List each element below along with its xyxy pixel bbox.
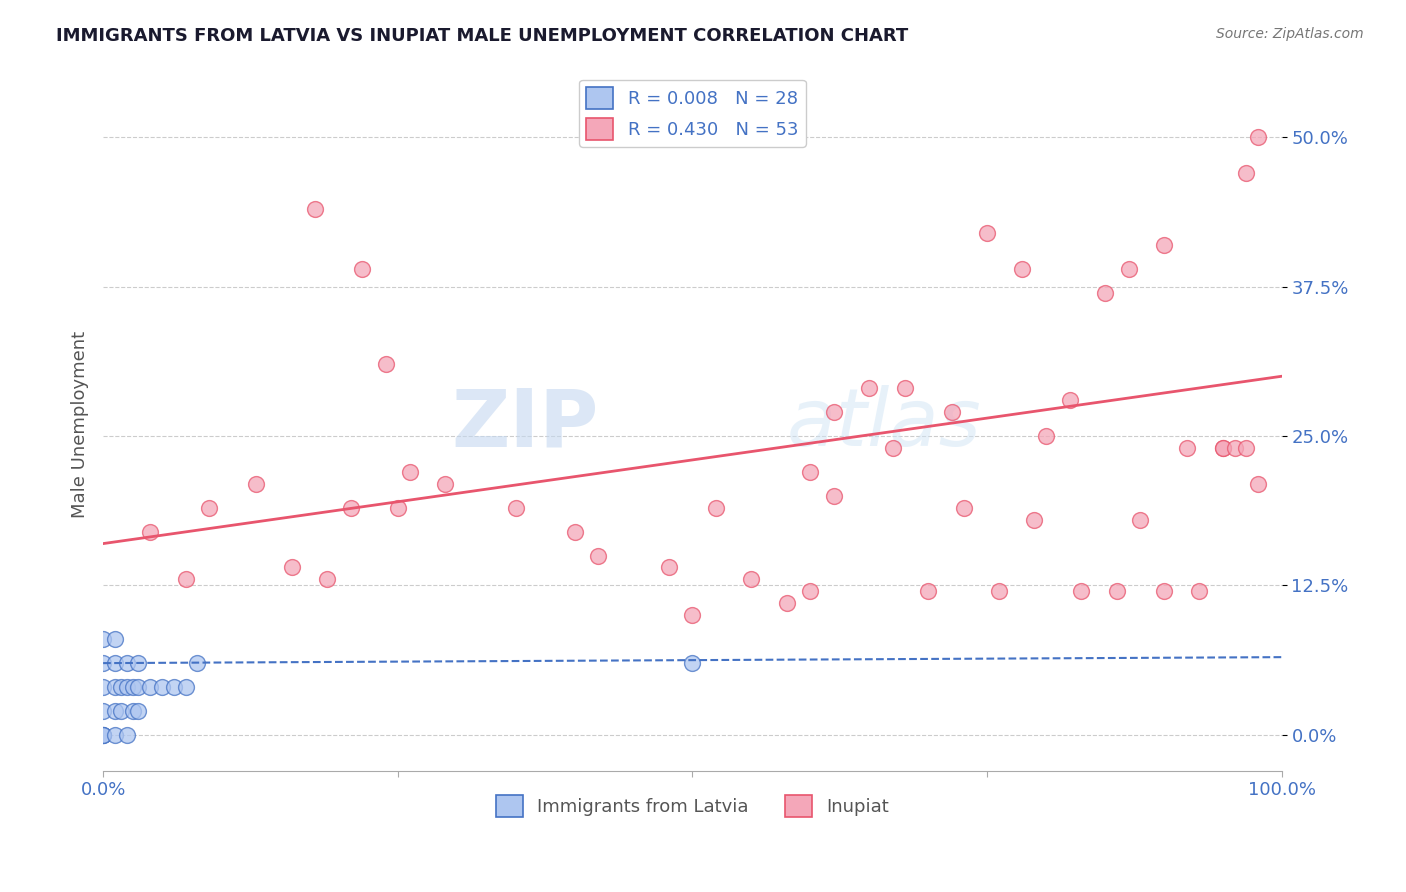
Point	[91, 728, 114, 742]
Point	[1035, 429, 1057, 443]
Point	[586, 549, 609, 563]
Text: Source: ZipAtlas.com: Source: ZipAtlas.com	[1216, 27, 1364, 41]
Point	[115, 680, 138, 694]
Point	[115, 656, 138, 670]
Point	[115, 728, 138, 742]
Point	[1059, 393, 1081, 408]
Point	[917, 584, 939, 599]
Text: IMMIGRANTS FROM LATVIA VS INUPIAT MALE UNEMPLOYMENT CORRELATION CHART: IMMIGRANTS FROM LATVIA VS INUPIAT MALE U…	[56, 27, 908, 45]
Point	[150, 680, 173, 694]
Point	[952, 500, 974, 515]
Text: ZIP: ZIP	[451, 385, 598, 463]
Point	[104, 704, 127, 718]
Point	[316, 573, 339, 587]
Point	[163, 680, 186, 694]
Point	[245, 476, 267, 491]
Point	[704, 500, 727, 515]
Point	[398, 465, 420, 479]
Point	[1234, 166, 1257, 180]
Point	[91, 656, 114, 670]
Point	[1177, 441, 1199, 455]
Point	[893, 381, 915, 395]
Y-axis label: Male Unemployment: Male Unemployment	[72, 331, 89, 517]
Point	[941, 405, 963, 419]
Point	[1223, 441, 1246, 455]
Point	[987, 584, 1010, 599]
Point	[1212, 441, 1234, 455]
Point	[1153, 237, 1175, 252]
Point	[564, 524, 586, 539]
Point	[1118, 261, 1140, 276]
Point	[1212, 441, 1234, 455]
Point	[139, 680, 162, 694]
Point	[882, 441, 904, 455]
Point	[1153, 584, 1175, 599]
Point	[91, 704, 114, 718]
Point	[127, 680, 149, 694]
Point	[823, 405, 845, 419]
Point	[1247, 130, 1270, 145]
Point	[433, 476, 456, 491]
Point	[186, 656, 208, 670]
Point	[352, 261, 374, 276]
Point	[1070, 584, 1092, 599]
Point	[104, 680, 127, 694]
Point	[280, 560, 302, 574]
Point	[1188, 584, 1211, 599]
Point	[91, 632, 114, 647]
Point	[858, 381, 880, 395]
Point	[658, 560, 681, 574]
Point	[776, 596, 799, 610]
Point	[104, 632, 127, 647]
Point	[505, 500, 527, 515]
Point	[174, 680, 197, 694]
Point	[339, 500, 361, 515]
Point	[799, 465, 821, 479]
Point	[121, 680, 143, 694]
Point	[110, 680, 132, 694]
Point	[1234, 441, 1257, 455]
Point	[139, 524, 162, 539]
Point	[91, 728, 114, 742]
Point	[823, 489, 845, 503]
Point	[304, 202, 326, 216]
Point	[1129, 513, 1152, 527]
Point	[799, 584, 821, 599]
Point	[681, 608, 703, 623]
Point	[1105, 584, 1128, 599]
Point	[681, 656, 703, 670]
Point	[110, 704, 132, 718]
Point	[127, 704, 149, 718]
Point	[387, 500, 409, 515]
Text: atlas: atlas	[787, 385, 981, 463]
Point	[1011, 261, 1033, 276]
Point	[91, 680, 114, 694]
Legend: Immigrants from Latvia, Inupiat: Immigrants from Latvia, Inupiat	[488, 788, 897, 824]
Point	[1094, 285, 1116, 300]
Point	[127, 656, 149, 670]
Point	[104, 728, 127, 742]
Point	[198, 500, 221, 515]
Point	[1024, 513, 1046, 527]
Point	[740, 573, 762, 587]
Point	[976, 226, 998, 240]
Point	[174, 573, 197, 587]
Point	[1247, 476, 1270, 491]
Point	[104, 656, 127, 670]
Point	[121, 704, 143, 718]
Point	[375, 357, 398, 371]
Point	[91, 728, 114, 742]
